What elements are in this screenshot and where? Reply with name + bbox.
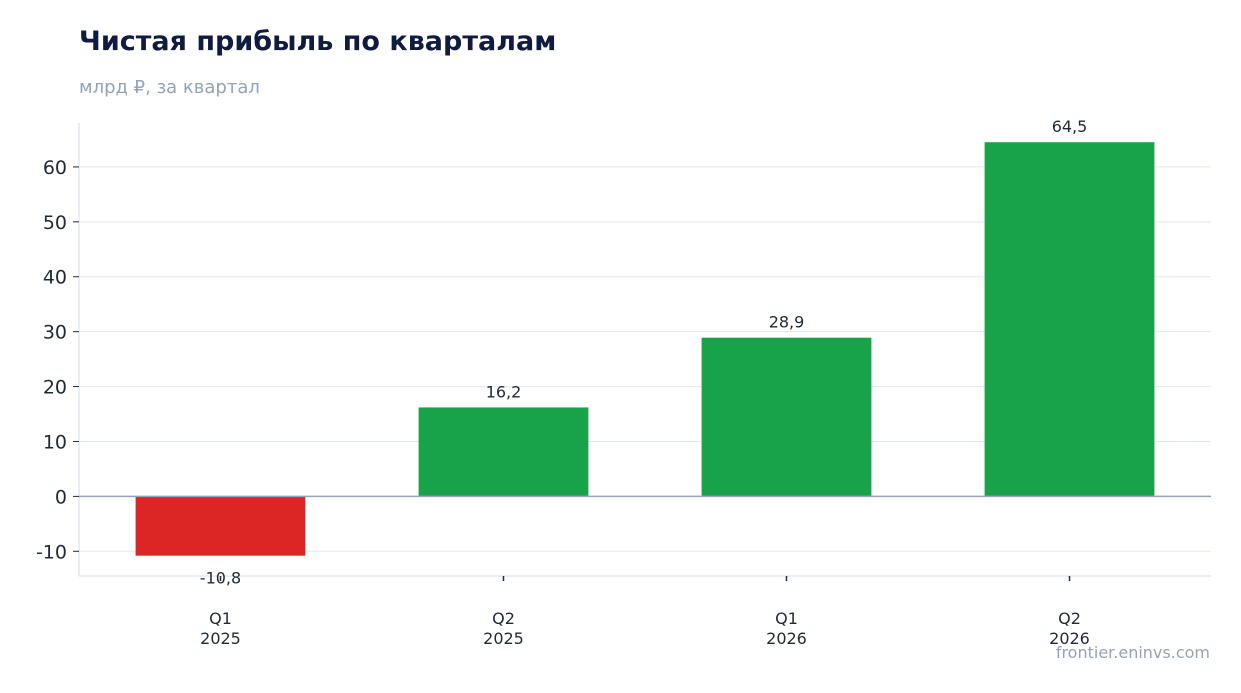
chart-subtitle: млрд ₽, за квартал xyxy=(79,77,260,98)
bar xyxy=(984,142,1155,497)
bar-value-label: 16,2 xyxy=(486,382,522,401)
bar-layer xyxy=(135,142,1155,556)
x-tick-label-line: 2026 xyxy=(766,629,807,648)
x-tick-label-line: Q1 xyxy=(209,609,232,628)
x-tick-label-line: Q2 xyxy=(1058,609,1081,628)
x-tick-label-line: 2026 xyxy=(1049,629,1090,648)
axis-layer xyxy=(73,123,1211,581)
x-tick-label: Q2 2025 xyxy=(483,609,524,648)
x-tick-label-line: Q2 xyxy=(492,609,515,628)
x-tick-label-line: 2025 xyxy=(483,629,524,648)
bar xyxy=(701,337,872,497)
y-tick-label: 40 xyxy=(43,267,67,289)
y-tick-label: 50 xyxy=(43,212,67,234)
x-tick-label-line: Q1 xyxy=(775,609,798,628)
x-tick-label-line: 2025 xyxy=(200,629,241,648)
y-tick-label: 10 xyxy=(43,431,67,453)
bar xyxy=(418,407,589,497)
chart-title: Чистая прибыль по кварталам xyxy=(79,26,557,57)
y-tick-label: -10 xyxy=(36,541,67,563)
bar-value-label: 64,5 xyxy=(1052,117,1088,136)
y-tick-label: 0 xyxy=(55,486,67,508)
bar xyxy=(135,496,306,556)
bar-value-label: -10,8 xyxy=(200,569,241,588)
y-tick-label: 20 xyxy=(43,377,67,399)
x-tick-label: Q1 2026 xyxy=(766,609,807,648)
bar-value-label: 28,9 xyxy=(769,313,805,332)
y-tick-label: 60 xyxy=(43,157,67,179)
x-tick-label: Q2 2026 xyxy=(1049,609,1090,648)
source-credit: frontier.eninvs.com xyxy=(1055,643,1210,662)
y-tick-label: 30 xyxy=(43,322,67,344)
x-tick-label: Q1 2025 xyxy=(200,609,241,648)
